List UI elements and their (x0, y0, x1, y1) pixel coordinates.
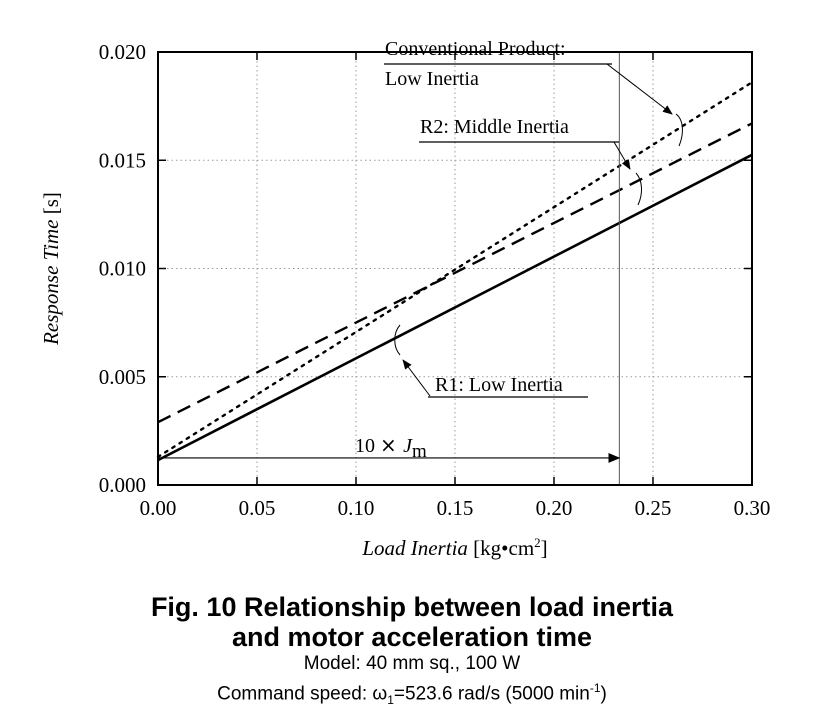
x-tick-label: 0.10 (338, 496, 375, 520)
r2-label: R2: Middle Inertia (420, 116, 569, 138)
x-axis-label: Load Inertia [kg•cm2] (361, 535, 547, 560)
r1-label: R1: Low Inertia (435, 374, 563, 396)
r2-pointer (613, 141, 631, 170)
y-tick-label: 0.005 (99, 365, 146, 389)
conventional-low-inertia-line (156, 81, 754, 459)
y-axis-label: Response Time [s] (39, 192, 63, 346)
r1-low-inertia-line (157, 153, 753, 462)
figure-caption: Fig. 10 Relationship between load inerti… (0, 592, 824, 712)
conventional-label-line1: Conventional Product: (385, 38, 566, 60)
y-tick-label: 0.015 (99, 148, 146, 172)
r1-pointer (402, 359, 431, 397)
conventional-label-line2: Low Inertia (385, 68, 479, 90)
r1-brace (394, 324, 401, 356)
annotations: Conventional Product: Low Inertia R2: Midd… (355, 38, 683, 462)
caption-model: Model: 40 mm sq., 100 W (303, 653, 521, 674)
jm-label: 10 × Jm (355, 433, 427, 462)
y-tick-label: 0.010 (99, 257, 146, 281)
tick-labels: 0.00 0.05 0.10 0.15 0.20 0.25 0.30 0.000 0.005 0.… (99, 40, 771, 520)
jm-marker (158, 52, 621, 485)
x-tick-label: 0.00 (140, 496, 177, 520)
x-tick-label: 0.30 (734, 496, 771, 520)
y-tick-label: 0.000 (99, 473, 146, 497)
conventional-pointer (606, 63, 673, 115)
caption-title-line1: Fig. 10 Relationship between load inerti… (150, 592, 674, 622)
response-time-chart: Conventional Product: Low Inertia R2: Midd… (39, 38, 771, 560)
series-lines (156, 81, 754, 462)
x-tick-label: 0.05 (239, 496, 276, 520)
x-tick-label: 0.25 (635, 496, 672, 520)
r2-middle-inertia-line (157, 122, 753, 424)
plot-frame (157, 51, 753, 486)
caption-title-line2: and motor acceleration time (231, 622, 593, 652)
x-tick-label: 0.15 (437, 496, 474, 520)
x-tick-label: 0.20 (536, 496, 573, 520)
r2-brace (635, 172, 642, 206)
caption-command-speed: Command speed: ω1=523.6 rad/s (5000 min-… (217, 681, 607, 708)
y-tick-label: 0.020 (99, 40, 146, 64)
conventional-brace (675, 113, 683, 147)
